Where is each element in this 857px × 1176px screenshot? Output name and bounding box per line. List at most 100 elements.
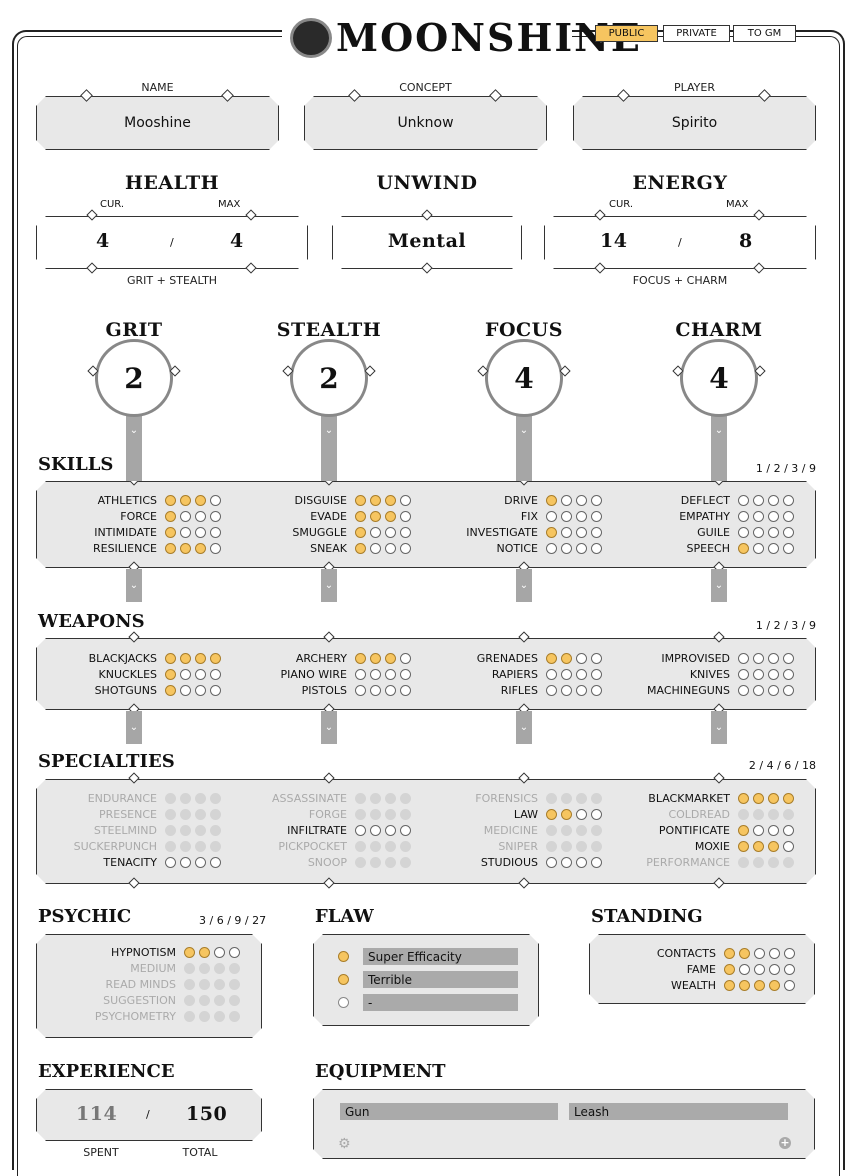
skills-dot[interactable]: [783, 542, 794, 554]
attribute-value[interactable]: 2: [290, 339, 368, 417]
chevron-down-icon[interactable]: ⌄: [714, 425, 724, 436]
skills-dot[interactable]: [165, 526, 176, 538]
weapons-dot[interactable]: [385, 652, 396, 664]
flaw-toggle[interactable]: [338, 974, 349, 985]
weapons-dot[interactable]: [576, 652, 587, 664]
specialties-dot[interactable]: [576, 808, 587, 820]
skills-dot[interactable]: [753, 510, 764, 522]
attribute-value[interactable]: 4: [680, 339, 758, 417]
standing-dot[interactable]: [724, 979, 735, 991]
specialties-dot[interactable]: [768, 840, 779, 852]
weapons-dot[interactable]: [738, 668, 749, 680]
attribute-value[interactable]: 4: [485, 339, 563, 417]
specialties-dot[interactable]: [783, 824, 794, 836]
chevron-down-icon[interactable]: ⌄: [324, 580, 334, 591]
weapons-dot[interactable]: [385, 684, 396, 696]
gear-icon[interactable]: ⚙: [338, 1136, 351, 1152]
name-field[interactable]: Mooshine: [36, 96, 279, 150]
specialties-dot[interactable]: [783, 840, 794, 852]
weapons-dot[interactable]: [768, 684, 779, 696]
weapons-dot[interactable]: [753, 668, 764, 680]
specialties-dot[interactable]: [546, 856, 557, 868]
weapons-dot[interactable]: [355, 684, 366, 696]
weapons-dot[interactable]: [210, 684, 221, 696]
skills-dot[interactable]: [768, 526, 779, 538]
weapons-dot[interactable]: [753, 652, 764, 664]
skills-dot[interactable]: [400, 494, 411, 506]
weapons-dot[interactable]: [768, 668, 779, 680]
skills-dot[interactable]: [400, 510, 411, 522]
skills-dot[interactable]: [385, 542, 396, 554]
standing-dot[interactable]: [769, 963, 780, 975]
skills-dot[interactable]: [561, 494, 572, 506]
skills-dot[interactable]: [195, 494, 206, 506]
psychic-dot[interactable]: [214, 946, 225, 958]
skills-dot[interactable]: [210, 494, 221, 506]
skills-dot[interactable]: [195, 542, 206, 554]
tab-to-gm[interactable]: TO GM: [733, 25, 796, 42]
weapons-dot[interactable]: [546, 684, 557, 696]
chevron-down-icon[interactable]: ⌄: [519, 580, 529, 591]
skills-dot[interactable]: [400, 542, 411, 554]
standing-dot[interactable]: [784, 963, 795, 975]
skills-dot[interactable]: [561, 510, 572, 522]
skills-dot[interactable]: [591, 526, 602, 538]
standing-dot[interactable]: [724, 963, 735, 975]
skills-dot[interactable]: [738, 526, 749, 538]
weapons-dot[interactable]: [165, 684, 176, 696]
weapons-dot[interactable]: [546, 668, 557, 680]
health-cur[interactable]: 4: [96, 230, 110, 252]
skills-dot[interactable]: [546, 526, 557, 538]
weapons-dot[interactable]: [546, 652, 557, 664]
skills-dot[interactable]: [165, 542, 176, 554]
skills-dot[interactable]: [546, 494, 557, 506]
weapons-dot[interactable]: [561, 684, 572, 696]
chevron-down-icon[interactable]: ⌄: [129, 722, 139, 733]
specialties-dot[interactable]: [400, 824, 411, 836]
experience-total[interactable]: 150: [186, 1103, 228, 1125]
standing-dot[interactable]: [754, 947, 765, 959]
chevron-down-icon[interactable]: ⌄: [714, 722, 724, 733]
skills-dot[interactable]: [210, 542, 221, 554]
skills-dot[interactable]: [768, 510, 779, 522]
skills-dot[interactable]: [370, 510, 381, 522]
player-field[interactable]: Spirito: [573, 96, 816, 150]
add-icon[interactable]: +: [779, 1136, 791, 1149]
skills-dot[interactable]: [370, 494, 381, 506]
skills-dot[interactable]: [195, 526, 206, 538]
weapons-dot[interactable]: [385, 668, 396, 680]
weapons-dot[interactable]: [591, 652, 602, 664]
specialties-dot[interactable]: [576, 856, 587, 868]
equipment-item[interactable]: Leash: [569, 1103, 788, 1120]
weapons-dot[interactable]: [370, 668, 381, 680]
skills-dot[interactable]: [576, 510, 587, 522]
skills-dot[interactable]: [355, 510, 366, 522]
weapons-dot[interactable]: [210, 668, 221, 680]
weapons-dot[interactable]: [753, 684, 764, 696]
specialties-dot[interactable]: [738, 840, 749, 852]
energy-cur[interactable]: 14: [600, 230, 628, 252]
skills-dot[interactable]: [576, 526, 587, 538]
chevron-down-icon[interactable]: ⌄: [519, 425, 529, 436]
weapons-dot[interactable]: [561, 652, 572, 664]
specialties-dot[interactable]: [355, 824, 366, 836]
specialties-dot[interactable]: [783, 792, 794, 804]
specialties-dot[interactable]: [210, 856, 221, 868]
specialties-dot[interactable]: [561, 856, 572, 868]
skills-dot[interactable]: [738, 494, 749, 506]
skills-dot[interactable]: [385, 510, 396, 522]
specialties-dot[interactable]: [370, 824, 381, 836]
skills-dot[interactable]: [576, 494, 587, 506]
specialties-dot[interactable]: [753, 824, 764, 836]
specialties-dot[interactable]: [546, 808, 557, 820]
weapons-dot[interactable]: [783, 668, 794, 680]
skills-dot[interactable]: [753, 542, 764, 554]
weapons-dot[interactable]: [355, 668, 366, 680]
chevron-down-icon[interactable]: ⌄: [519, 722, 529, 733]
standing-dot[interactable]: [739, 979, 750, 991]
standing-dot[interactable]: [769, 947, 780, 959]
flaw-toggle[interactable]: [338, 951, 349, 962]
skills-dot[interactable]: [385, 494, 396, 506]
weapons-dot[interactable]: [195, 652, 206, 664]
skills-dot[interactable]: [738, 542, 749, 554]
